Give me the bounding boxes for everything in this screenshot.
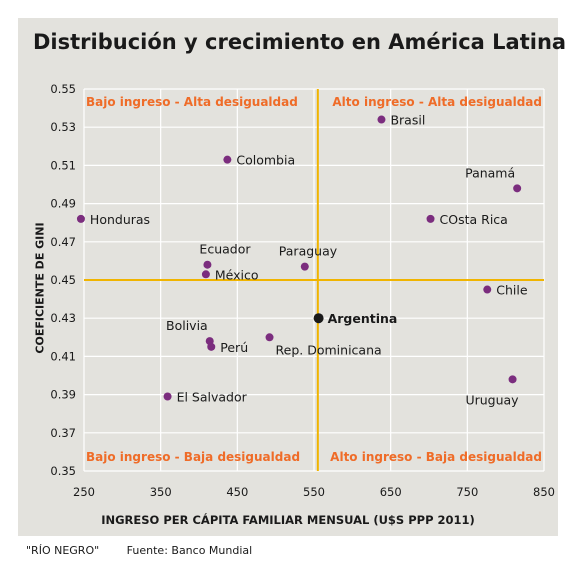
x-tick-label: 550: [303, 485, 325, 499]
y-axis-label-wrap: COEFICIENTE DE GINI: [28, 188, 52, 388]
data-point: [76, 214, 85, 223]
footer-brand: "RÍO NEGRO": [26, 544, 100, 557]
data-point: [223, 155, 232, 164]
footer-source: Fuente: Banco Mundial: [126, 544, 253, 557]
data-point: [201, 270, 210, 279]
y-tick-label: 0.47: [50, 235, 76, 249]
x-tick-label: 650: [380, 485, 402, 499]
y-tick-label: 0.45: [50, 273, 76, 287]
data-label: El Salvador: [177, 390, 248, 405]
chart-card: Distribución y crecimiento en América La…: [18, 18, 566, 536]
data-point: [508, 375, 517, 384]
data-point: [426, 214, 435, 223]
y-tick-label: 0.35: [50, 464, 76, 478]
data-label: Ecuador: [199, 242, 251, 257]
data-label: Paraguay: [279, 244, 338, 259]
y-tick-label: 0.37: [50, 426, 76, 440]
x-tick-label: 450: [226, 485, 248, 499]
y-tick-label: 0.49: [50, 197, 76, 211]
data-point: [203, 260, 212, 269]
data-label: Rep. Dominicana: [276, 342, 382, 357]
data-label: Panamá: [465, 165, 515, 180]
data-point: [300, 262, 309, 271]
data-label: Bolivia: [166, 318, 208, 333]
scatter-plot: 0.35 0.37 0.39 0.41 0.43 0.45 0.47 0.49 0.51 0.53…: [50, 82, 555, 499]
x-tick-label: 250: [73, 485, 95, 499]
data-label: Uruguay: [465, 392, 519, 407]
y-tick-label: 0.51: [50, 158, 76, 172]
data-label: COsta Rica: [440, 212, 508, 227]
x-tick-label: 750: [456, 485, 478, 499]
data-label: México: [215, 267, 259, 282]
quadrant-label-top-right: Alto ingreso - Alta desigualdad: [332, 95, 542, 109]
data-label: Chile: [496, 283, 528, 298]
y-tick-label: 0.39: [50, 388, 76, 402]
data-point: [377, 115, 386, 124]
data-label: Argentina: [328, 311, 398, 326]
data-label: Perú: [220, 340, 248, 355]
quadrant-label-bottom-left: Bajo ingreso - Baja desigualdad: [86, 450, 300, 464]
data-label: Colombia: [236, 153, 295, 168]
x-tick-label: 850: [533, 485, 555, 499]
x-tick-label: 350: [150, 485, 172, 499]
chart-title: Distribución y crecimiento en América La…: [33, 30, 567, 54]
footer: "RÍO NEGRO" Fuente: Banco Mundial: [26, 544, 252, 557]
data-point: [513, 184, 522, 193]
y-tick-label: 0.41: [50, 349, 76, 363]
data-point: [265, 333, 274, 342]
data-point: [313, 313, 324, 324]
y-tick-label: 0.53: [50, 120, 76, 134]
y-tick-label: 0.55: [50, 82, 76, 96]
y-axis-label: COEFICIENTE DE GINI: [33, 222, 47, 354]
data-label: Honduras: [90, 212, 150, 227]
x-axis-label: INGRESO PER CÁPITA FAMILIAR MENSUAL (U$S…: [101, 513, 475, 527]
data-point: [163, 392, 172, 401]
y-tick-label: 0.43: [50, 311, 76, 325]
quadrant-label-top-left: Bajo ingreso - Alta desigualdad: [86, 95, 298, 109]
data-point: [483, 285, 492, 294]
data-label: Brasil: [390, 113, 425, 128]
quadrant-label-bottom-right: Alto ingreso - Baja desigualdad: [330, 450, 542, 464]
data-point: [207, 342, 216, 351]
